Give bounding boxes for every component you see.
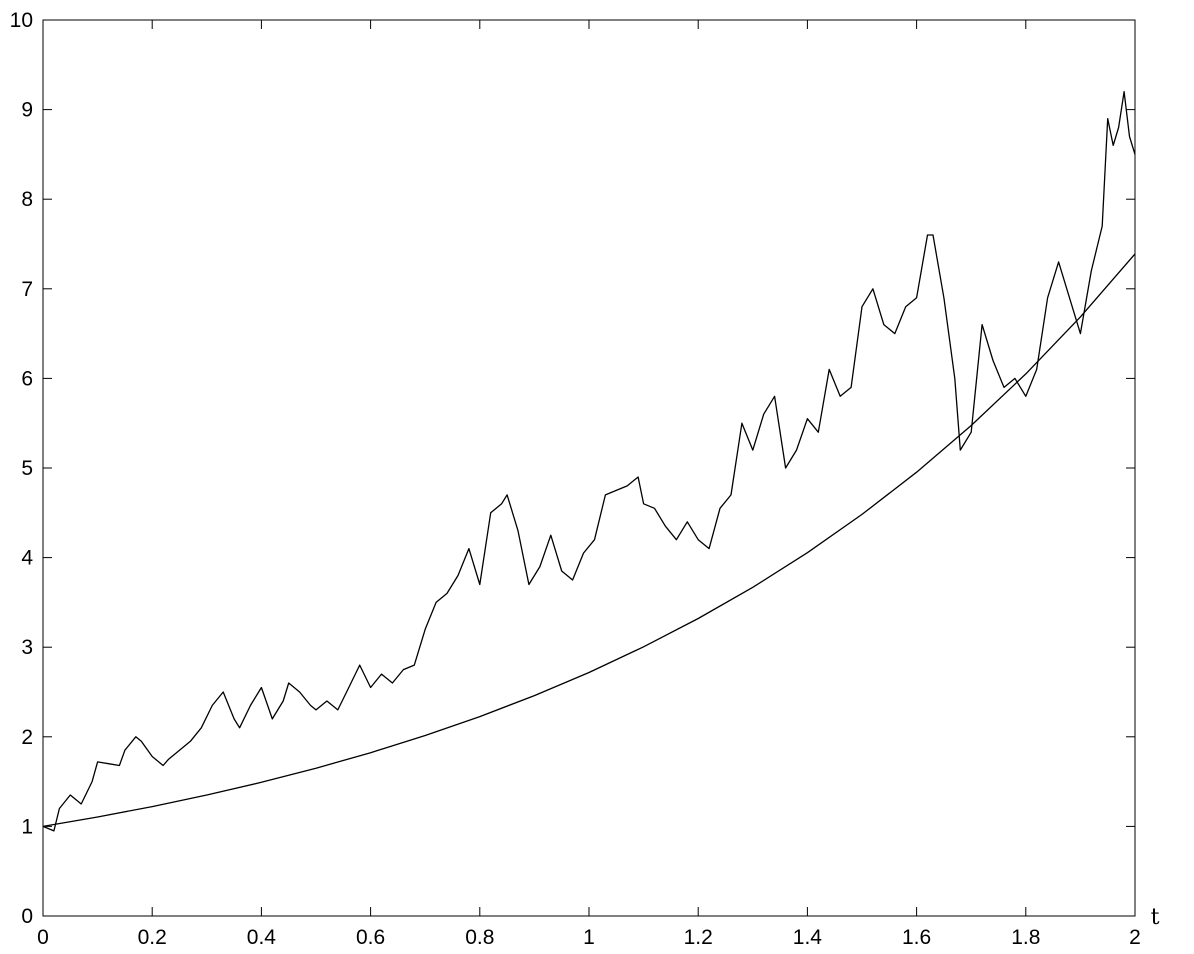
y-tick-label: 2: [21, 726, 33, 749]
y-tick-label: 5: [21, 457, 33, 480]
y-tick-label: 7: [21, 278, 33, 301]
x-tick-label: 0.6: [356, 926, 385, 949]
series-layer: [42, 91, 1136, 832]
x-tick-label: 1.4: [793, 926, 823, 949]
x-tick-label: 1.6: [902, 926, 931, 949]
x-tick-label: 0.4: [247, 926, 277, 949]
y-tick-label: 6: [21, 367, 33, 390]
y-tick-label: 8: [21, 188, 33, 211]
y-tick-label: 4: [21, 547, 33, 570]
x-tick-label: 0: [37, 926, 49, 949]
x-tick-label: 1.2: [684, 926, 713, 949]
series-line-2: [42, 253, 1136, 828]
x-tick-label: 1.8: [1011, 926, 1040, 949]
plot-area: [42, 19, 1136, 917]
y-tick-label: 1: [21, 815, 33, 838]
series-line-1: [42, 91, 1136, 832]
axis-ticks: 0 0.2 0.4 0.6 0.8 1 1.2 1.4 1.6 1.8 2 0 1 2 3 4 5 6 7 8 9 10: [10, 9, 1141, 949]
y-tick-label: 0: [21, 905, 33, 928]
x-tick-label: 0.2: [138, 926, 167, 949]
y-tick-label: 10: [10, 9, 33, 32]
x-tick-label: 0.8: [465, 926, 494, 949]
plot-frame: [42, 19, 1136, 917]
y-tick-label: 9: [21, 99, 33, 122]
x-tick-label: 2: [1129, 926, 1141, 949]
y-tick-label: 3: [21, 636, 33, 659]
x-axis-label: t: [1151, 905, 1160, 930]
x-tick-label: 1: [583, 926, 595, 949]
